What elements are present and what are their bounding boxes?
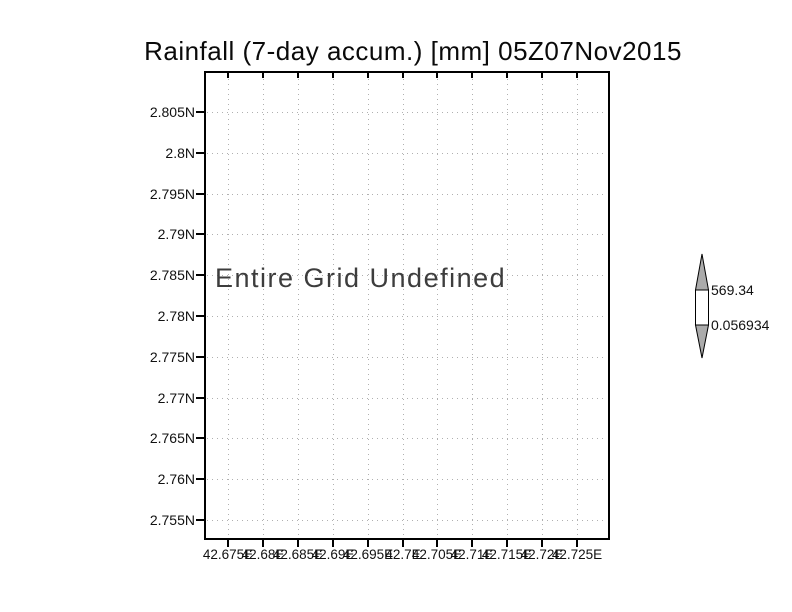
gridline-vertical bbox=[472, 74, 473, 537]
gridline-vertical bbox=[542, 74, 543, 537]
x-tick-label: 42.72E bbox=[520, 547, 564, 562]
y-tick bbox=[196, 274, 204, 276]
gridline-vertical bbox=[298, 74, 299, 537]
y-tick bbox=[196, 152, 204, 154]
x-tick-label: 42.675E bbox=[202, 547, 254, 562]
gridline-horizontal bbox=[207, 479, 607, 480]
colorbar bbox=[694, 253, 710, 359]
x-tick-top bbox=[262, 73, 264, 78]
gridline-horizontal bbox=[207, 112, 607, 113]
gridline-horizontal bbox=[207, 398, 607, 399]
x-tick-label: 42.695E bbox=[342, 547, 394, 562]
y-tick-label: 2.785N bbox=[149, 267, 195, 283]
x-tick-top bbox=[436, 73, 438, 78]
y-tick bbox=[196, 478, 204, 480]
x-tick-bottom bbox=[576, 540, 578, 547]
y-tick-label: 2.795N bbox=[149, 186, 195, 202]
y-tick bbox=[196, 519, 204, 521]
x-tick-bottom bbox=[262, 540, 264, 547]
x-tick-bottom bbox=[297, 540, 299, 547]
x-tick-bottom bbox=[541, 540, 543, 547]
gridline-horizontal bbox=[207, 153, 607, 154]
gridline-vertical bbox=[403, 74, 404, 537]
gridline-vertical bbox=[333, 74, 334, 537]
x-tick-top bbox=[471, 73, 473, 78]
x-tick-bottom bbox=[506, 540, 508, 547]
y-tick-label: 2.77N bbox=[157, 390, 195, 406]
colorbar-min-label: 0.056934 bbox=[711, 317, 770, 333]
gridline-horizontal bbox=[207, 357, 607, 358]
gridline-horizontal bbox=[207, 275, 607, 276]
gridline-horizontal bbox=[207, 438, 607, 439]
gridline-horizontal bbox=[207, 316, 607, 317]
x-tick-bottom bbox=[227, 540, 229, 547]
x-tick-top bbox=[506, 73, 508, 78]
y-tick bbox=[196, 315, 204, 317]
gridline-vertical bbox=[437, 74, 438, 537]
y-tick bbox=[196, 233, 204, 235]
y-tick-label: 2.765N bbox=[149, 430, 195, 446]
x-tick-label: 42.715E bbox=[481, 547, 533, 562]
x-tick-label: 42.705E bbox=[411, 547, 463, 562]
gridline-vertical bbox=[228, 74, 229, 537]
x-tick-top bbox=[541, 73, 543, 78]
y-tick bbox=[196, 193, 204, 195]
x-tick-bottom bbox=[332, 540, 334, 547]
x-tick-label: 42.685E bbox=[272, 547, 324, 562]
gridline-vertical bbox=[368, 74, 369, 537]
x-tick-top bbox=[402, 73, 404, 78]
x-tick-top bbox=[227, 73, 229, 78]
gridline-horizontal bbox=[207, 520, 607, 521]
gridline-vertical bbox=[577, 74, 578, 537]
y-tick bbox=[196, 437, 204, 439]
x-tick-label: 42.71E bbox=[450, 547, 494, 562]
x-tick-top bbox=[297, 73, 299, 78]
x-tick-bottom bbox=[367, 540, 369, 547]
colorbar-body bbox=[695, 289, 709, 326]
x-tick-bottom bbox=[436, 540, 438, 547]
x-tick-bottom bbox=[402, 540, 404, 547]
y-tick bbox=[196, 356, 204, 358]
colorbar-bottom-arrow-icon bbox=[694, 324, 710, 359]
colorbar-top-arrow-icon bbox=[694, 253, 710, 291]
y-tick bbox=[196, 111, 204, 113]
x-tick-top bbox=[576, 73, 578, 78]
y-tick-label: 2.755N bbox=[149, 512, 195, 528]
gridline-horizontal bbox=[207, 194, 607, 195]
y-tick bbox=[196, 397, 204, 399]
x-tick-label: 42.68E bbox=[241, 547, 285, 562]
x-tick-label: 42.725E bbox=[551, 547, 603, 562]
y-tick-label: 2.805N bbox=[149, 104, 195, 120]
y-tick-label: 2.79N bbox=[157, 226, 195, 242]
gridline-vertical bbox=[263, 74, 264, 537]
chart-title: Rainfall (7-day accum.) [mm] 05Z07Nov201… bbox=[144, 36, 682, 66]
y-tick-label: 2.8N bbox=[165, 145, 195, 161]
y-tick-label: 2.78N bbox=[157, 308, 195, 324]
gridline-horizontal bbox=[207, 234, 607, 235]
x-tick-label: 42.7E bbox=[385, 547, 421, 562]
x-tick-top bbox=[367, 73, 369, 78]
gridline-vertical bbox=[507, 74, 508, 537]
x-tick-bottom bbox=[471, 540, 473, 547]
undefined-message: Entire Grid Undefined bbox=[215, 263, 507, 293]
colorbar-max-label: 569.34 bbox=[711, 282, 754, 298]
x-tick-label: 42.69E bbox=[311, 547, 355, 562]
x-tick-top bbox=[332, 73, 334, 78]
y-tick-label: 2.76N bbox=[157, 471, 195, 487]
plot-frame bbox=[204, 71, 610, 540]
y-tick-label: 2.775N bbox=[149, 349, 195, 365]
